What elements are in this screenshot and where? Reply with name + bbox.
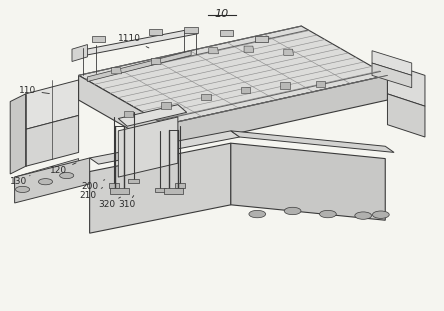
Polygon shape (90, 143, 231, 233)
Polygon shape (109, 183, 119, 188)
Text: 120: 120 (50, 163, 76, 175)
Text: 110: 110 (19, 86, 49, 95)
Polygon shape (79, 75, 165, 149)
Text: 1110: 1110 (118, 34, 149, 48)
Polygon shape (201, 94, 210, 100)
Polygon shape (149, 29, 163, 35)
Polygon shape (388, 94, 425, 137)
Polygon shape (161, 103, 171, 109)
Polygon shape (87, 51, 191, 81)
Polygon shape (79, 26, 388, 125)
Text: 210: 210 (79, 188, 103, 200)
Polygon shape (284, 49, 293, 55)
Polygon shape (79, 29, 198, 55)
Ellipse shape (59, 173, 74, 179)
Ellipse shape (373, 211, 389, 218)
Polygon shape (372, 63, 412, 88)
Polygon shape (175, 183, 186, 188)
Polygon shape (280, 82, 290, 89)
Ellipse shape (320, 210, 336, 218)
Polygon shape (15, 159, 79, 188)
Ellipse shape (355, 212, 372, 219)
Polygon shape (118, 117, 178, 177)
Polygon shape (209, 48, 218, 54)
Polygon shape (15, 158, 90, 203)
Polygon shape (388, 63, 425, 106)
Polygon shape (92, 35, 105, 42)
Polygon shape (155, 188, 166, 193)
Polygon shape (110, 188, 129, 194)
Text: 310: 310 (119, 196, 136, 209)
Ellipse shape (249, 210, 266, 218)
Ellipse shape (284, 207, 301, 215)
Polygon shape (185, 27, 198, 33)
Polygon shape (90, 131, 240, 164)
Ellipse shape (39, 179, 52, 185)
Ellipse shape (16, 186, 30, 193)
Polygon shape (128, 179, 139, 183)
Polygon shape (72, 44, 87, 62)
Polygon shape (123, 111, 133, 117)
Polygon shape (118, 104, 187, 126)
Polygon shape (231, 143, 385, 220)
Polygon shape (372, 51, 412, 75)
Polygon shape (241, 87, 250, 93)
Polygon shape (244, 46, 254, 52)
Polygon shape (151, 58, 161, 65)
Text: 130: 130 (9, 175, 30, 186)
Polygon shape (316, 81, 325, 87)
Polygon shape (112, 68, 121, 74)
Text: 200: 200 (81, 180, 105, 191)
Polygon shape (255, 36, 268, 42)
Polygon shape (220, 30, 233, 36)
Polygon shape (165, 75, 388, 149)
Polygon shape (26, 115, 79, 166)
Text: 10: 10 (215, 9, 229, 19)
Polygon shape (231, 131, 394, 152)
Polygon shape (10, 94, 26, 174)
Polygon shape (26, 80, 79, 129)
Text: 320: 320 (99, 197, 120, 209)
Polygon shape (164, 188, 183, 194)
